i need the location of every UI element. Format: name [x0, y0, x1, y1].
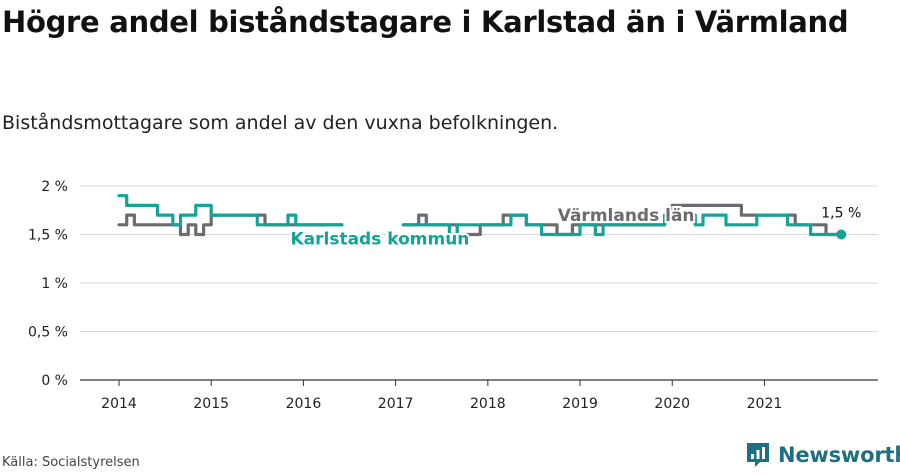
y-tick-label: 0,5 %: [28, 325, 68, 341]
y-tick-label: 2 %: [41, 179, 68, 195]
chart-title: Högre andel biståndstagare i Karlstad än…: [2, 5, 849, 39]
source-note: Källa: Socialstyrelsen: [2, 455, 140, 470]
brand-name: Newsworthy: [778, 443, 900, 467]
series-label-varmlands-lan: Värmlands län: [558, 206, 695, 226]
x-tick-label: 2014: [101, 396, 137, 412]
x-tick-label: 2019: [562, 396, 598, 412]
end-value-label: 1,5 %: [821, 206, 861, 222]
x-tick-label: 2020: [654, 396, 690, 412]
y-tick-label: 1,5 %: [28, 228, 68, 244]
y-tick-label: 1 %: [41, 276, 68, 292]
x-tick-label: 2021: [747, 396, 783, 412]
y-tick-label: 0 %: [41, 373, 68, 389]
series-label-karlstads-kommun: Karlstads kommun: [290, 230, 469, 250]
chart-subtitle: Biståndsmottagare som andel av den vuxna…: [2, 112, 559, 134]
series-line-karlstads-kommun: [117, 194, 843, 237]
x-tick-label: 2018: [470, 396, 506, 412]
series-line-varmlands-lan: [117, 203, 843, 237]
x-tick-label: 2016: [286, 396, 322, 412]
end-point-marker: [836, 229, 847, 240]
brand-logo: Newsworthy: [745, 441, 900, 469]
newsworthy-logo-icon: [747, 443, 769, 467]
x-tick-label: 2015: [193, 396, 229, 412]
x-tick-label: 2017: [378, 396, 414, 412]
